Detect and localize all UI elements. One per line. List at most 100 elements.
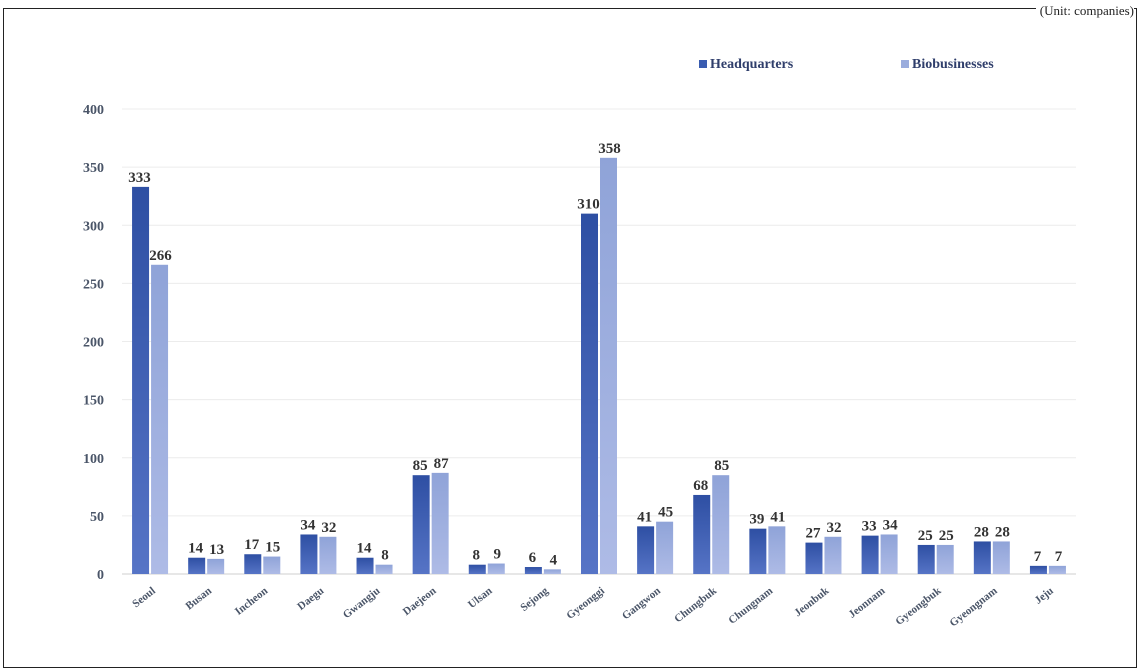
x-tick-label: Sejong bbox=[518, 585, 551, 614]
data-label: 13 bbox=[209, 542, 224, 558]
data-label: 7 bbox=[1034, 549, 1042, 565]
bar-biobusinesses bbox=[1048, 565, 1066, 574]
x-tick-label: Chungbuk bbox=[672, 584, 720, 625]
x-tick-label: Gwangju bbox=[341, 585, 383, 621]
data-label: 27 bbox=[805, 526, 821, 542]
bar-biobusinesses bbox=[431, 472, 449, 574]
data-label: 45 bbox=[658, 505, 673, 521]
y-tick-label: 250 bbox=[83, 277, 104, 292]
bar-biobusinesses bbox=[768, 526, 786, 574]
x-tick-label: Daejeon bbox=[401, 585, 439, 618]
bar-biobusinesses bbox=[824, 536, 842, 574]
data-label: 9 bbox=[494, 547, 502, 563]
bar-biobusinesses bbox=[263, 556, 281, 574]
data-label: 33 bbox=[862, 519, 877, 535]
bar-biobusinesses bbox=[712, 475, 730, 574]
bar-headquarters bbox=[524, 567, 542, 574]
bar-headquarters bbox=[244, 554, 262, 574]
data-label: 4 bbox=[550, 552, 558, 568]
data-label: 17 bbox=[244, 537, 260, 553]
data-label: 266 bbox=[149, 248, 172, 264]
bar-biobusinesses bbox=[936, 544, 954, 574]
data-label: 41 bbox=[770, 509, 785, 525]
y-tick-label: 50 bbox=[90, 510, 104, 525]
bar-headquarters bbox=[188, 557, 206, 574]
bar-headquarters bbox=[749, 528, 767, 574]
bar-headquarters bbox=[637, 526, 655, 574]
data-label: 41 bbox=[637, 509, 652, 525]
y-tick-label: 150 bbox=[83, 394, 104, 409]
x-tick-label: Seoul bbox=[130, 585, 158, 610]
data-label: 68 bbox=[693, 478, 708, 494]
x-tick-label: Jeonnam bbox=[846, 585, 887, 621]
x-tick-label: Jeonbuk bbox=[792, 584, 832, 619]
legend-swatch bbox=[901, 60, 909, 68]
bar-biobusinesses bbox=[487, 563, 505, 574]
data-label: 8 bbox=[473, 548, 481, 564]
data-label: 32 bbox=[321, 520, 336, 536]
bar-biobusinesses bbox=[543, 569, 561, 574]
bar-headquarters bbox=[861, 535, 879, 574]
legend-label: Biobusinesses bbox=[912, 57, 994, 72]
x-axis-labels: Seoul Busan Incheon Daegu Gwangju Daejeon Ulsa… bbox=[130, 584, 1056, 629]
bar-headquarters bbox=[917, 544, 935, 574]
x-tick-label: Gyeongbuk bbox=[893, 584, 944, 627]
bar-headquarters bbox=[581, 213, 598, 574]
data-label: 358 bbox=[598, 141, 621, 157]
y-axis-ticks: 0 50 100 150 200 250 300 350 400 bbox=[83, 103, 104, 583]
data-label: 15 bbox=[265, 540, 280, 556]
x-tick-label: Gyeonggi bbox=[564, 585, 607, 622]
x-tick-label: Gyeongnam bbox=[947, 585, 999, 629]
bar-headquarters bbox=[693, 494, 711, 574]
data-label: 28 bbox=[974, 524, 989, 540]
data-label: 32 bbox=[826, 520, 841, 536]
x-tick-label: Incheon bbox=[233, 585, 270, 618]
bar-headquarters bbox=[1029, 565, 1047, 574]
data-label: 34 bbox=[300, 517, 316, 533]
bar-biobusinesses bbox=[992, 541, 1010, 574]
bar-biobusinesses bbox=[880, 534, 898, 574]
bar-headquarters bbox=[412, 475, 430, 574]
chart-frame: (Unit: companies) 0 50 100 150 200 250 300 350 4… bbox=[3, 3, 1137, 668]
data-label: 310 bbox=[577, 197, 600, 213]
y-tick-label: 350 bbox=[83, 161, 104, 176]
legend-label: Headquarters bbox=[710, 57, 794, 72]
bar-headquarters bbox=[973, 541, 991, 574]
data-label: 39 bbox=[749, 512, 764, 528]
bar-biobusinesses bbox=[319, 536, 337, 574]
data-label: 34 bbox=[883, 517, 899, 533]
data-label: 25 bbox=[918, 528, 933, 544]
unit-note: (Unit: companies) bbox=[1035, 3, 1134, 19]
bar-headquarters bbox=[132, 186, 150, 574]
bar-biobusinesses bbox=[656, 521, 674, 574]
data-label: 87 bbox=[434, 456, 450, 472]
x-tick-label: Jeju bbox=[1033, 585, 1056, 607]
x-tick-label: Gangwon bbox=[620, 585, 663, 622]
data-label: 85 bbox=[714, 458, 729, 474]
data-label: 333 bbox=[128, 170, 151, 186]
x-tick-label: Daegu bbox=[295, 585, 326, 613]
legend-swatch bbox=[699, 60, 707, 68]
bar-biobusinesses bbox=[600, 157, 617, 574]
bar-biobusinesses bbox=[375, 564, 393, 574]
data-label: 8 bbox=[381, 548, 389, 564]
x-tick-label: Chungnam bbox=[726, 585, 775, 627]
x-tick-label: Busan bbox=[184, 585, 215, 613]
bar-headquarters bbox=[356, 557, 374, 574]
bar-headquarters bbox=[805, 542, 823, 574]
bar-biobusinesses bbox=[151, 264, 169, 574]
y-tick-label: 200 bbox=[83, 336, 104, 351]
y-tick-label: 400 bbox=[83, 103, 104, 118]
legend: Headquarters Biobusinesses bbox=[699, 57, 994, 72]
x-tick-label: Ulsan bbox=[466, 585, 495, 611]
bar-headquarters bbox=[468, 564, 486, 574]
gridlines bbox=[122, 108, 1076, 575]
data-label: 14 bbox=[357, 541, 373, 557]
bar-biobusinesses bbox=[207, 558, 225, 574]
data-label: 85 bbox=[413, 458, 428, 474]
data-label: 6 bbox=[529, 550, 537, 566]
data-label: 28 bbox=[995, 524, 1010, 540]
y-tick-label: 100 bbox=[83, 452, 104, 467]
bar-chart: 0 50 100 150 200 250 300 350 400 333 266 14 13 17 15 3… bbox=[83, 57, 1076, 629]
